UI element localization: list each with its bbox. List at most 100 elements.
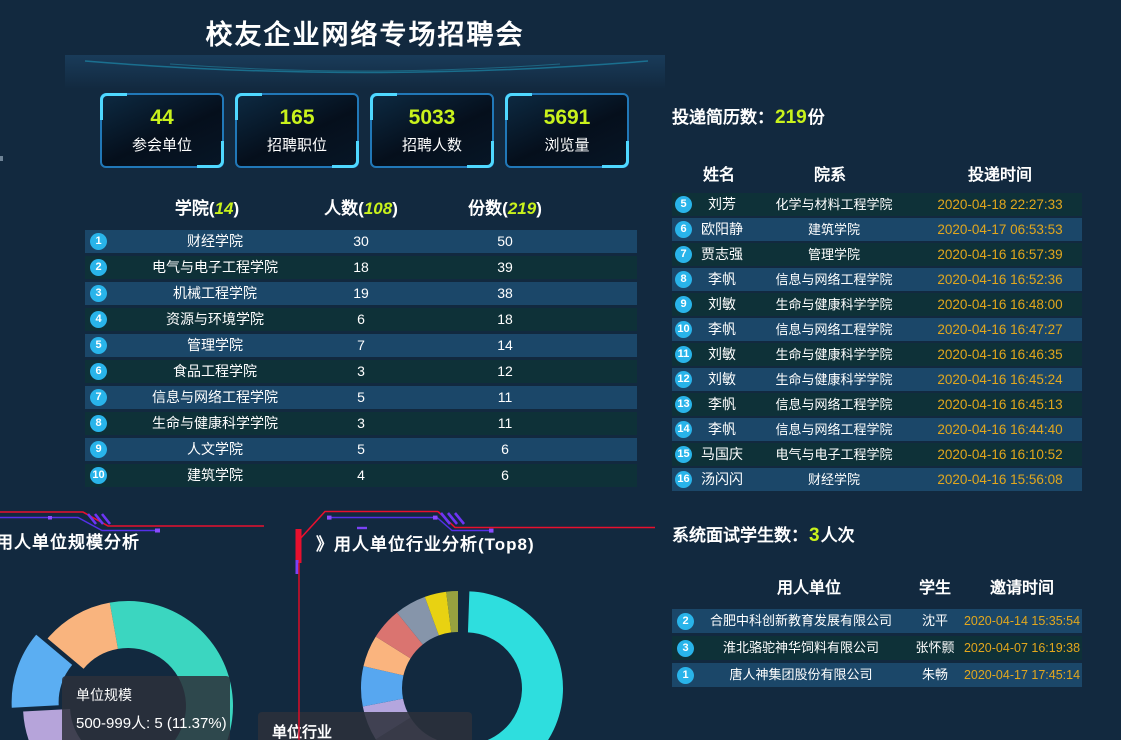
company-name: 合肥中科创新教育发展有限公司	[709, 613, 892, 628]
interview-count: 3	[809, 525, 820, 546]
student-name: 刘敏	[708, 371, 736, 387]
resume-panel-title: 投递简历数：219份	[672, 103, 825, 129]
people-count: 5	[357, 441, 365, 457]
college-table-row: 9 人文学院 5 6	[85, 438, 637, 461]
people-count: 30	[353, 233, 369, 249]
people-count: 18	[353, 259, 369, 275]
submit-time: 2020-04-16 16:44:40	[937, 422, 1063, 437]
student-name: 马国庆	[701, 446, 743, 462]
pie-segment[interactable]	[47, 602, 118, 669]
copies-count: 6	[501, 441, 509, 457]
column-header-copies: 份数(219)	[468, 199, 542, 218]
college-name: 财经学院	[187, 233, 243, 249]
copies-count: 38	[497, 285, 513, 301]
college-name: 信息与网络工程学院	[152, 389, 278, 405]
rank-badge: 14	[675, 421, 692, 438]
department-name: 电气与电子工程学院	[775, 447, 893, 462]
interview-table-headers: 用人单位 学生 邀请时间	[672, 574, 1082, 598]
rank-badge: 8	[675, 271, 692, 288]
submit-time: 2020-04-16 16:45:13	[937, 397, 1063, 412]
resume-table-row: 14 李帆 信息与网络工程学院 2020-04-16 16:44:40	[672, 418, 1082, 441]
rank-badge: 15	[675, 446, 692, 463]
student-name: 汤闪闪	[701, 471, 743, 487]
rank-badge: 1	[90, 233, 107, 250]
stat-label: 招聘职位	[266, 137, 327, 155]
stat-label: 招聘人数	[401, 137, 462, 155]
rank-badge: 6	[675, 221, 692, 238]
rank-badge: 4	[90, 311, 107, 328]
title-banner	[65, 55, 665, 89]
resume-title-suffix: 份	[807, 108, 825, 127]
rank-badge: 10	[90, 467, 107, 484]
copies-count: 6	[501, 467, 509, 483]
department-name: 信息与网络工程学院	[775, 272, 893, 287]
pie-segment[interactable]	[424, 591, 452, 636]
resume-table-row: 15 马国庆 电气与电子工程学院 2020-04-16 16:10:52	[672, 443, 1082, 466]
pie-segment[interactable]	[361, 666, 404, 707]
college-table-row: 5 管理学院 7 14	[85, 334, 637, 357]
department-name: 信息与网络工程学院	[775, 322, 893, 337]
pie-segment[interactable]	[396, 596, 439, 645]
college-name: 资源与环境学院	[166, 311, 264, 327]
resume-table-row: 13 李帆 信息与网络工程学院 2020-04-16 16:45:13	[672, 393, 1082, 416]
submit-time: 2020-04-16 16:10:52	[937, 447, 1063, 462]
pie-segment[interactable]	[446, 591, 458, 633]
rank-badge: 5	[90, 337, 107, 354]
student-name: 李帆	[708, 271, 736, 287]
stat-cards: 44 参会单位 165 招聘职位 5033 招聘人数 5691 浏览量	[100, 93, 629, 168]
copies-count: 14	[497, 337, 513, 353]
college-name: 食品工程学院	[173, 363, 257, 379]
pie-segment[interactable]	[375, 612, 423, 659]
rank-badge: 7	[675, 246, 692, 263]
pie-segment[interactable]	[461, 591, 563, 740]
college-table-row: 10 建筑学院 4 6	[85, 464, 637, 487]
scale-panel-title: 》用人单位规模分析	[0, 533, 140, 552]
department-name: 生命与健康科学学院	[775, 297, 893, 312]
rank-badge: 12	[675, 371, 692, 388]
interview-table-row: 1 唐人神集团股份有限公司 朱畅 2020-04-17 17:45:14	[672, 663, 1082, 687]
resume-table-row: 10 李帆 信息与网络工程学院 2020-04-16 16:47:27	[672, 318, 1082, 341]
stat-value: 5691	[543, 105, 591, 129]
student-name: 欧阳静	[701, 221, 743, 237]
college-name: 生命与健康科学学院	[152, 415, 278, 431]
column-header-college: 学院(14)	[174, 199, 240, 218]
stat-card: 5691 浏览量	[505, 93, 629, 168]
student-name: 刘芳	[708, 196, 736, 212]
copies-count: 18	[497, 311, 513, 327]
industry-chart-tooltip: 单位行业	[258, 712, 472, 740]
college-table-row: 3 机械工程学院 19 38	[85, 282, 637, 305]
submit-time: 2020-04-16 15:56:08	[937, 472, 1063, 487]
rank-badge: 6	[90, 363, 107, 380]
rank-badge: 10	[675, 321, 692, 338]
college-table-row: 8 生命与健康科学学院 3 11	[85, 412, 637, 435]
department-name: 管理学院	[807, 247, 860, 262]
column-header-company: 用人单位	[776, 580, 841, 597]
submit-time: 2020-04-16 16:47:27	[937, 322, 1063, 337]
submit-time: 2020-04-16 16:52:36	[937, 272, 1063, 287]
rank-badge: 13	[675, 396, 692, 413]
interview-table-row: 2 合肥中科创新教育发展有限公司 沈平 2020-04-14 15:35:54	[672, 609, 1082, 633]
college-table-row: 4 资源与环境学院 6 18	[85, 308, 637, 331]
college-table-row: 7 信息与网络工程学院 5 11	[85, 386, 637, 409]
invite-time: 2020-04-17 17:45:14	[963, 668, 1081, 682]
resume-table-row: 9 刘敏 生命与健康科学学院 2020-04-16 16:48:00	[672, 293, 1082, 316]
stat-card: 44 参会单位	[100, 93, 224, 168]
student-name: 贾志强	[701, 246, 743, 262]
department-name: 信息与网络工程学院	[775, 397, 893, 412]
rank-badge: 3	[677, 639, 694, 657]
pie-segment[interactable]	[363, 636, 411, 676]
column-header-invite-time: 邀请时间	[989, 580, 1054, 597]
submit-time: 2020-04-16 16:46:35	[937, 347, 1063, 362]
student-name: 李帆	[708, 396, 736, 412]
resume-table-body: 5 刘芳 化学与材料工程学院 2020-04-18 22:27:33 6 欧阳静…	[672, 193, 1082, 491]
rank-badge: 9	[675, 296, 692, 313]
resume-title-text: 投递简历数：	[672, 108, 774, 127]
student-name: 朱畅	[921, 667, 948, 682]
interview-title-suffix: 人次	[820, 526, 855, 545]
stat-card: 165 招聘职位	[235, 93, 359, 168]
stat-value: 165	[279, 105, 315, 129]
college-table-body: 1 财经学院 30 50 2 电气与电子工程学院 18 39 3 机械工程学院 …	[85, 230, 637, 487]
column-header-name: 姓名	[702, 167, 735, 184]
stat-value: 5033	[408, 105, 456, 129]
